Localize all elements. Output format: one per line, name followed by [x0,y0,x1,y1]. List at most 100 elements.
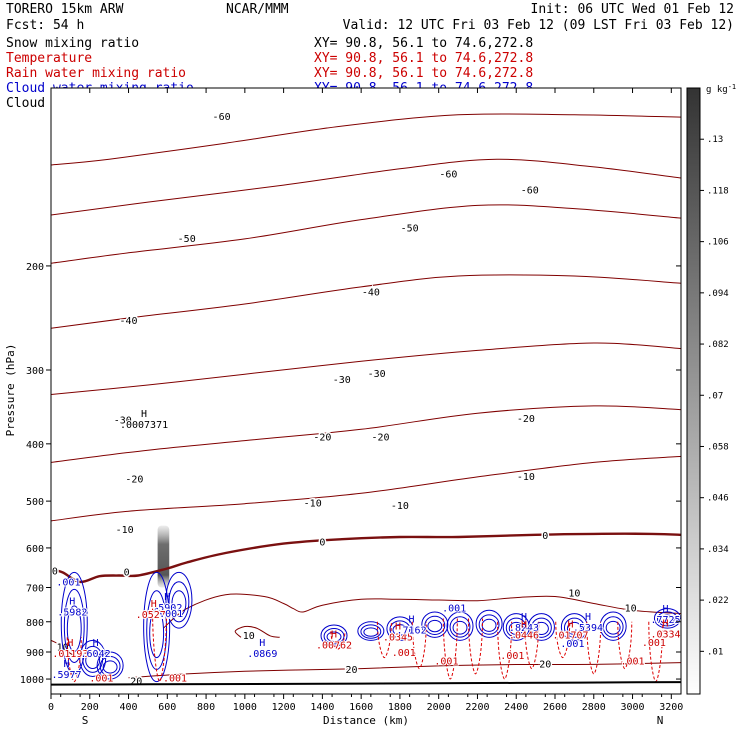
temperature-contour-label: -10 [116,525,134,536]
x-end-label-left: S [82,714,89,727]
maximum-marker: H [331,629,337,640]
cloud-water-contour [102,660,118,674]
cloud-water-contour [659,614,675,625]
colorbar-tick-label: .022 [707,596,729,606]
temperature-contour-label: -40 [120,316,138,327]
cloud-water-contour [99,656,121,677]
temperature-contour-label: -30 [333,375,351,386]
snow-mixing-ratio-shading [157,525,170,588]
y-tick-label: 800 [26,618,44,629]
plot-area: -60 -60 -60 -50 -50 -40 -40 -30 -30 -30 -20 -20 -20 -… [50,87,682,695]
temperature-contour-label: 0 [124,567,130,578]
model-title: TORERO 15km ARW [6,2,124,17]
cloud-water-contour [505,617,527,638]
temperature-contour-label: 10 [243,631,255,642]
maximum-value-label: .001 [620,657,644,668]
maximum-marker: H [662,619,668,630]
plot-frame [50,87,682,695]
rain-water-contour [66,637,82,683]
colorbar-tick-label: .13 [707,135,723,145]
x-tick-label: 0 [48,702,54,713]
cloud-water-contour [392,624,408,636]
x-tick-label: 3200 [659,702,683,713]
temperature-contour-label: -20 [313,432,331,443]
cloud-water-contour [478,614,500,635]
maximum-marker: H [585,612,591,623]
temperature-contour-label: -30 [114,415,132,426]
maximum-marker: H [662,604,668,615]
maximum-value-label: .7725 [650,615,680,626]
maximum-marker: H [93,638,99,649]
maximum-marker: H [63,659,69,670]
contour-layer: -60 -60 -60 -50 -50 -40 -40 -30 -30 -30 -20 -20 -20 -… [51,111,681,689]
maximum-value-label: .001 [500,651,524,662]
cloud-water-contour [527,613,555,641]
colorbar-unit: g kg-1 [706,83,736,95]
rain-water-contour [497,621,513,680]
cloud-water-contour [171,590,187,617]
rain-water-contour [376,621,392,659]
cloud-water-contour [386,616,414,641]
x-tick-label: 3000 [620,702,644,713]
field-name: Snow mixing ratio [6,36,139,51]
y-tick-label: 900 [26,648,44,659]
colorbar-tick-label: .07 [707,391,723,401]
x-tick-label: 200 [81,702,99,713]
x-tick-label: 2200 [465,702,489,713]
temperature-contour-label: 10 [568,589,580,600]
forecast-hour: Fcst: 54 h [6,18,84,33]
temperature-contour [234,625,280,638]
rain-water-contour [152,608,168,683]
maximum-marker: H [521,612,527,623]
colorbar-tick-label: .034 [707,545,729,555]
y-tick-label: 1000 [20,675,44,686]
cloud-water-contour [599,611,627,641]
temperature-contour-label: -10 [517,472,535,483]
cloud-water-contour [149,607,165,659]
temperature-contour-label: 20 [345,665,357,676]
maximum-marker: H [67,638,73,649]
temperature-contour-label: -10 [391,501,409,512]
cloud-water-contour [421,611,449,638]
cloud-water-contour [165,571,193,629]
temperature-contour [51,274,681,329]
maximum-value-label: .001 [442,603,466,614]
maximum-marker: H [164,592,170,603]
colorbar-tick-label: .058 [707,442,729,452]
rain-water-contour [555,621,571,659]
cloud-water-contour [563,617,585,638]
maximum-value-label: .5982 [57,608,87,619]
colorbar: g kg-1 .01 .022 .034 .046 .058 .07 .082 .094 .10… [686,83,736,695]
cloud-water-contour [452,620,468,635]
cloud-water-contour [475,609,503,638]
maximum-value-label: .0345 [383,633,413,644]
plot-background [51,88,681,694]
cloud-water-contour [326,631,342,643]
temperature-contour [51,532,681,584]
cloud-water-contour [357,621,385,641]
temperature-contour [51,342,681,395]
cloud-water-contour [360,624,382,639]
cloud-water-contour [508,621,524,635]
temperature-contour-label: -60 [439,169,457,180]
maximum-value-label: .001 [159,609,183,620]
colorbar-tick-label: .082 [707,340,729,350]
x-tick-label: 1000 [233,702,257,713]
temperature-contour-label: -60 [521,185,539,196]
x-tick-label: 1400 [310,702,334,713]
cloud-water-contour [427,619,443,633]
temperature-contour [51,158,681,216]
maximum-value-label: .001 [642,638,666,649]
x-tick-label: 2800 [582,702,606,713]
cloud-water-contour [533,621,549,635]
init-time: Init: 06 UTC Wed 01 Feb 12 [531,2,735,17]
maximum-value-label: .0869 [247,649,277,660]
temperature-contour-label: -50 [178,234,196,245]
maximum-marker: H [395,622,401,633]
maximum-value-label: .7162 [396,625,426,636]
x-end-label-right: N [657,714,664,727]
x-axis-label: Distance (km) [323,714,409,727]
rain-water-contour [330,631,346,650]
y-tick-label: 200 [26,262,44,273]
